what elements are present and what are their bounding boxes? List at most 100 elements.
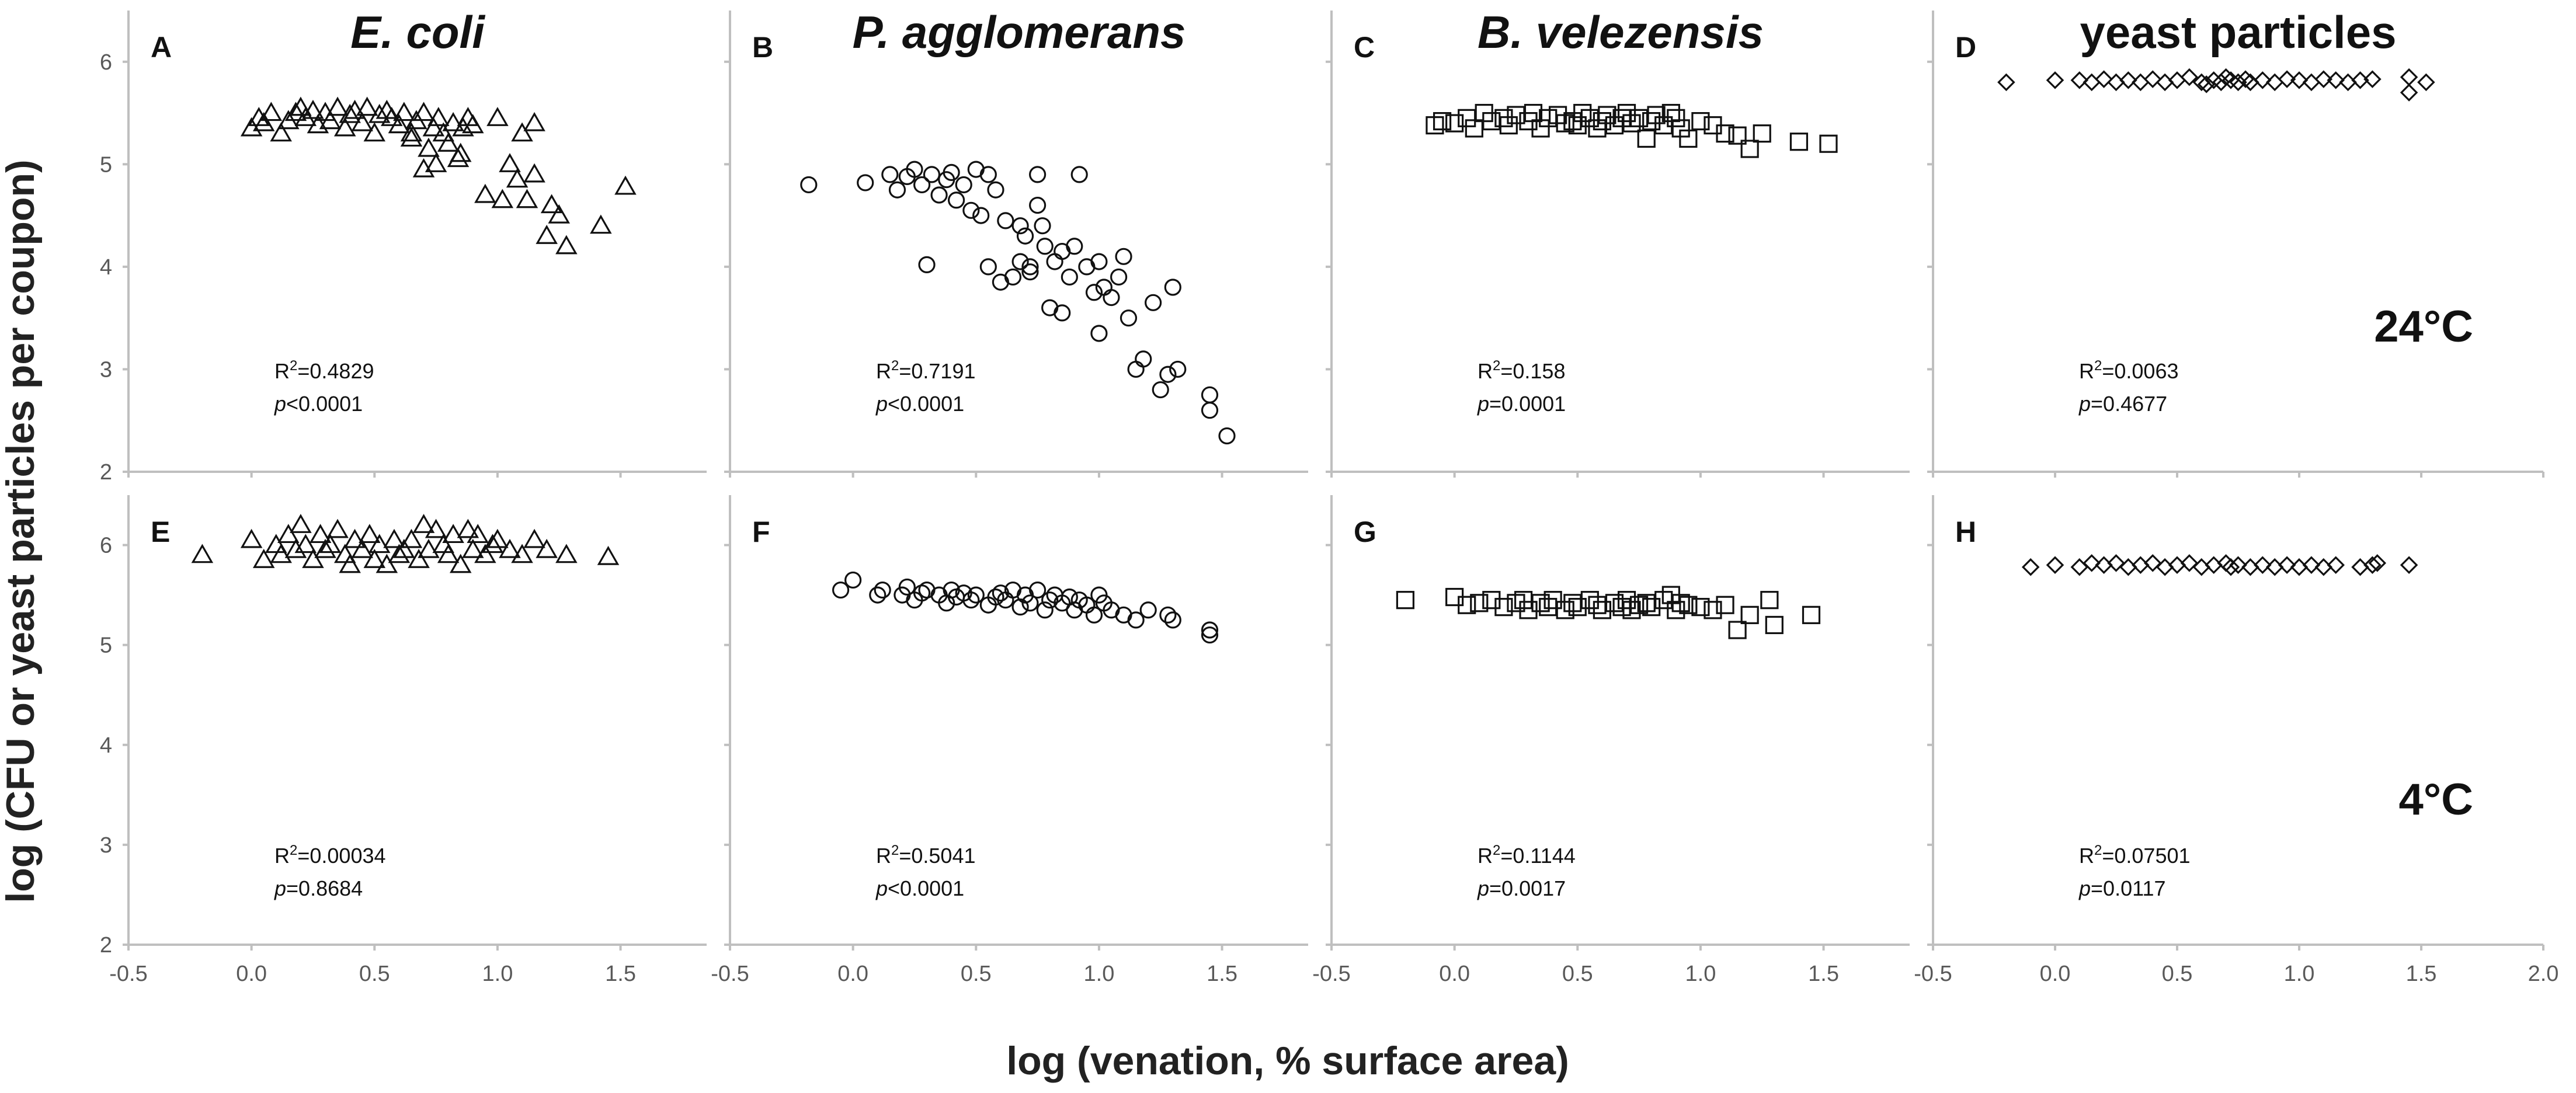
- data-point-triangle: [462, 114, 484, 134]
- x-tick-label: 0.5: [359, 962, 390, 986]
- y-tick-label: 2: [100, 460, 112, 485]
- data-point-circle: [800, 176, 818, 194]
- data-point-triangle: [333, 544, 356, 563]
- p-value-label: p=0.0001: [1477, 392, 1566, 416]
- data-point-triangle: [333, 117, 356, 137]
- x-tick-label: 0.5: [2162, 962, 2193, 986]
- r-squared-label: R2=0.1144: [1478, 843, 1576, 868]
- data-point-circle: [1021, 258, 1039, 276]
- data-point-diamond: [2083, 73, 2101, 92]
- data-point-square: [1642, 112, 1661, 131]
- data-point-circle: [1110, 268, 1128, 286]
- data-point-diamond: [2278, 556, 2296, 575]
- y-tick-label: 5: [100, 152, 112, 177]
- panel-h: -0.5 0.0 0.5 1.0 1.5 2.0 H R2=0.07501 p=0.0117: [1914, 495, 2558, 986]
- data-point-triangle: [252, 112, 275, 131]
- data-point-square: [1637, 129, 1656, 148]
- data-point-circle: [1169, 360, 1187, 378]
- data-point-triangle: [383, 528, 405, 548]
- data-point-diamond: [2417, 73, 2435, 92]
- data-point-triangle: [536, 224, 558, 244]
- data-point-circle: [1159, 606, 1177, 624]
- data-point-square: [1519, 601, 1538, 619]
- data-point-diamond: [2083, 554, 2101, 572]
- data-point-triangle: [302, 99, 324, 119]
- data-point-diamond: [2302, 556, 2321, 575]
- data-point-diamond: [2327, 71, 2345, 89]
- data-point-triangle: [548, 204, 570, 224]
- y-tick-label: 6: [100, 534, 112, 558]
- panel-c: C R2=0.158 p=0.0001: [1326, 11, 1910, 478]
- data-point-diamond: [2363, 556, 2382, 575]
- data-point-triangle: [400, 127, 423, 147]
- data-point-square: [1494, 109, 1513, 127]
- data-point-circle: [1218, 427, 1236, 445]
- data-point-diamond: [2107, 73, 2125, 92]
- data-point-square: [1728, 621, 1747, 639]
- data-point-triangle: [265, 534, 287, 554]
- data-point-diamond: [2070, 71, 2089, 89]
- data-point-triangle: [486, 107, 509, 126]
- p-value-label: p=0.0017: [1477, 876, 1566, 900]
- data-point-triangle: [290, 96, 312, 116]
- data-point-diamond: [2400, 83, 2418, 102]
- p-value-label: p=0.0117: [2078, 876, 2166, 900]
- data-point-triangle: [393, 102, 415, 121]
- data-point-circle: [1201, 626, 1219, 644]
- panel-letter: E: [151, 516, 170, 548]
- data-point-square: [1617, 103, 1636, 123]
- panel-letter: B: [752, 31, 773, 64]
- data-point-triangle: [486, 528, 509, 548]
- panel-a: 2 3 4 5 6 A R2=0.4829 p<0.0001: [100, 11, 707, 485]
- data-point-triangle: [467, 524, 489, 544]
- data-point-triangle: [457, 518, 479, 538]
- data-point-circle: [979, 166, 997, 183]
- x-tick-label: 0.0: [837, 962, 868, 986]
- data-point-circle: [1041, 591, 1059, 609]
- data-point-circle: [962, 201, 980, 219]
- data-point-triangle: [432, 534, 454, 554]
- data-point-triangle: [474, 544, 496, 563]
- data-point-square: [1543, 591, 1562, 610]
- data-point-triangle: [319, 110, 342, 130]
- data-point-square: [1642, 598, 1661, 617]
- data-point-triangle: [363, 548, 386, 568]
- data-point-triangle: [284, 538, 307, 558]
- data-point-triangle: [356, 96, 378, 116]
- data-point-triangle: [294, 534, 317, 554]
- data-point-square: [1740, 140, 1759, 158]
- data-point-circle: [1061, 268, 1078, 286]
- data-point-square: [1728, 126, 1747, 145]
- x-tick-label: 0.5: [961, 962, 992, 986]
- x-tick-label: -0.5: [711, 962, 749, 986]
- data-point-diamond: [2254, 71, 2272, 89]
- p-value-label: p=0.8684: [274, 876, 363, 900]
- data-point-square: [1568, 116, 1587, 135]
- data-point-circle: [1090, 253, 1108, 270]
- x-axis-title: log (venation, % surface area): [1006, 1039, 1569, 1083]
- data-point-diamond: [1997, 73, 2015, 92]
- data-point-triangle: [499, 538, 521, 558]
- r-squared-label: R2=0.158: [1478, 358, 1565, 383]
- data-point-triangle: [393, 538, 415, 558]
- data-point-circle: [881, 166, 899, 183]
- panel-e: 2 3 4 5 6 -0.5 0.0 0.5 1.0 1.5 E R2=0.00034 p=0.8684: [100, 495, 707, 986]
- data-point-circle: [1004, 268, 1022, 286]
- data-point-diamond: [2119, 71, 2137, 89]
- r-squared-label: R2=0.0063: [2079, 358, 2179, 383]
- data-point-square: [1667, 601, 1685, 619]
- data-point-circle: [1201, 621, 1219, 639]
- data-point-diamond: [2217, 68, 2235, 86]
- p-value-label: p=0.4677: [2078, 392, 2167, 416]
- data-point-triangle: [523, 528, 545, 548]
- data-point-circle: [1103, 288, 1120, 307]
- data-point-circle: [979, 258, 997, 276]
- data-point-triangle: [481, 534, 504, 554]
- p-value-label: p<0.0001: [875, 392, 964, 416]
- data-point-triangle: [252, 548, 275, 568]
- data-point-triangle: [516, 189, 538, 208]
- data-point-circle: [898, 578, 916, 596]
- panel-g: -0.5 0.0 0.5 1.0 1.5 G R2=0.1144 p=0.0017: [1312, 495, 1910, 986]
- data-point-square: [1593, 112, 1612, 131]
